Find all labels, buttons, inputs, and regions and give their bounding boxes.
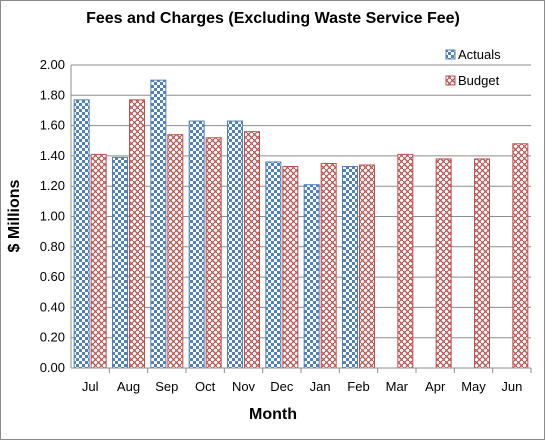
bar-budget [320,162,337,369]
x-tick-label: Mar [386,379,409,394]
axes [70,65,532,373]
bars [73,79,529,369]
legend-label-actuals: Actuals [458,47,501,62]
x-tick-label: Aug [117,379,140,394]
bar-actuals [265,161,282,369]
x-tick-label: Apr [425,379,446,394]
bar-budget [90,153,107,369]
x-axis-title: Month [249,406,297,423]
y-tick-label: 1.60 [40,118,65,133]
legend-swatch-actuals [445,49,456,60]
y-tick-label: 0.80 [40,239,65,254]
y-axis-title: $ Millions [6,179,23,252]
x-tick-label: Feb [347,379,369,394]
x-tick-label: Jun [501,379,522,394]
bar-budget [282,166,299,369]
y-tick-labels: 0.00 0.20 0.40 0.60 0.80 1.00 1.20 1.40 1.60 1.80… [40,57,65,375]
gridlines [71,64,531,339]
bar-actuals [303,184,320,369]
bar-actuals [150,79,167,369]
y-tick-label: 2.00 [40,57,65,72]
legend-label-budget: Budget [458,73,500,88]
bar-budget [167,134,184,369]
bar-actuals [73,99,90,369]
x-tick-label: May [461,379,486,394]
bar-actuals [227,120,243,369]
legend: Actuals Budget [445,47,501,88]
bar-budget [129,99,145,369]
chart-title: Fees and Charges (Excluding Waste Servic… [86,10,460,27]
bar-budget [359,164,375,369]
bar-actuals [342,166,358,369]
x-tick-label: Nov [232,379,256,394]
y-tick-label: 0.60 [40,269,65,284]
bar-budget [205,137,222,369]
bar-budget [435,158,452,369]
x-tick-label: Oct [195,379,216,394]
y-tick-label: 0.40 [40,299,65,314]
bar-budget [512,143,529,369]
bar-budget [244,131,260,369]
bar-budget [397,153,414,369]
x-tick-labels: Jul Aug Sep Oct Nov Dec Jan Feb Mar Apr May Jun [82,379,522,394]
y-tick-label: 1.40 [40,148,65,163]
x-tick-label: Jul [82,379,99,394]
y-tick-label: 0.20 [40,330,65,345]
bar-actuals [112,156,128,369]
x-tick-label: Sep [155,379,178,394]
legend-swatch-budget [445,75,456,86]
y-tick-label: 1.00 [40,209,65,224]
bar-actuals [188,120,205,369]
bar-budget [474,158,490,369]
x-tick-label: Jan [310,379,331,394]
x-tick-label: Dec [270,379,294,394]
y-tick-label: 0.00 [40,360,65,375]
y-tick-label: 1.20 [40,178,65,193]
y-tick-label: 1.80 [40,87,65,102]
